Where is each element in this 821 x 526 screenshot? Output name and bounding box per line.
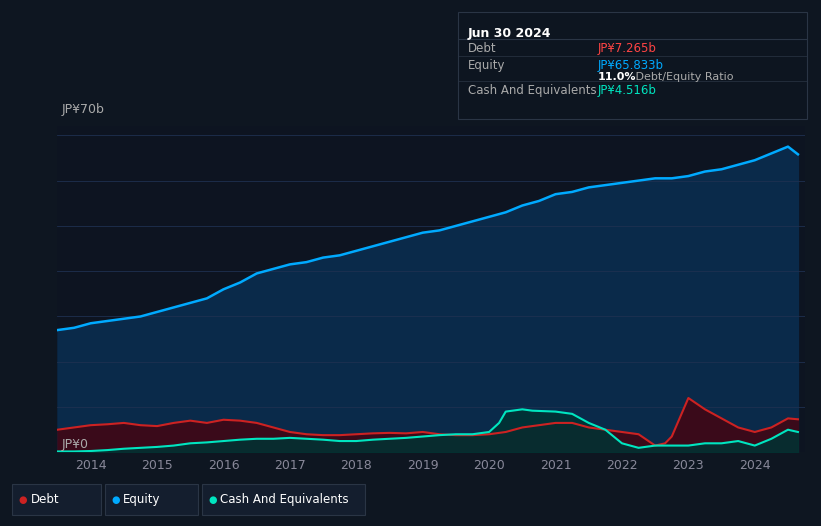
Text: 11.0%: 11.0%: [598, 72, 636, 82]
Text: Debt/Equity Ratio: Debt/Equity Ratio: [632, 72, 734, 82]
Text: ●: ●: [112, 494, 120, 505]
Text: Cash And Equivalents: Cash And Equivalents: [220, 493, 349, 506]
Text: JP¥7.265b: JP¥7.265b: [598, 42, 657, 55]
Text: Equity: Equity: [123, 493, 161, 506]
Text: JP¥70b: JP¥70b: [62, 103, 104, 116]
Text: ●: ●: [209, 494, 217, 505]
Text: JP¥4.516b: JP¥4.516b: [598, 84, 657, 97]
Text: Debt: Debt: [468, 42, 497, 55]
Text: Debt: Debt: [30, 493, 59, 506]
Text: Cash And Equivalents: Cash And Equivalents: [468, 84, 597, 97]
Text: JP¥0: JP¥0: [62, 438, 89, 451]
Text: Jun 30 2024: Jun 30 2024: [468, 27, 552, 41]
Text: Equity: Equity: [468, 59, 506, 72]
Text: ●: ●: [19, 494, 27, 505]
Text: JP¥65.833b: JP¥65.833b: [598, 59, 663, 72]
